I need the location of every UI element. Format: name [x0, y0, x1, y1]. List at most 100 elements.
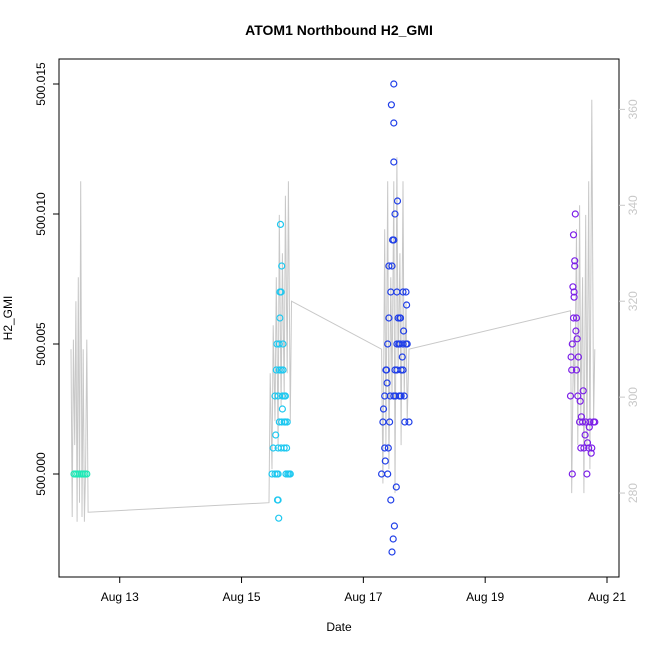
data-point: [395, 340, 403, 348]
data-point: [385, 314, 393, 322]
y-right-tick-label: 280: [626, 483, 640, 503]
data-point: [587, 449, 595, 457]
data-point: [272, 366, 280, 374]
data-point: [569, 231, 578, 239]
y-tick-label: 500.005: [34, 322, 48, 366]
data-point: [271, 392, 279, 400]
data-point: [280, 418, 288, 426]
data-point: [574, 353, 583, 361]
data-point: [571, 210, 579, 218]
data-point: [388, 262, 396, 270]
data-point: [569, 314, 578, 322]
data-point: [582, 418, 590, 426]
data-point: [386, 392, 394, 400]
data-point: [275, 418, 283, 426]
y-tick-label: 500.010: [34, 192, 48, 236]
data-point: [387, 496, 395, 504]
data-point: [580, 444, 588, 452]
data-point: [387, 101, 395, 109]
data-point: [283, 444, 291, 452]
chart-title: ATOM1 Northbound H2_GMI: [245, 22, 433, 38]
data-point: [588, 444, 596, 452]
data-point: [567, 353, 575, 361]
x-tick-label: Aug 19: [466, 590, 504, 604]
data-point: [399, 288, 407, 296]
x-tick-label: Aug 17: [344, 590, 382, 604]
data-point: [379, 418, 387, 426]
data-point: [276, 288, 284, 296]
data-point: [568, 366, 576, 374]
data-point: [273, 496, 282, 504]
y-right-tick-label: 300: [626, 387, 640, 407]
data-point: [278, 405, 286, 413]
data-point: [570, 293, 578, 301]
data-point: [379, 405, 388, 413]
data-point: [591, 418, 599, 426]
data-point: [569, 283, 577, 291]
data-point: [577, 444, 585, 452]
y-axis-label: H2_GMI: [1, 296, 15, 341]
y-tick-label: 500.000: [34, 452, 48, 496]
data-point: [286, 470, 294, 478]
data-point: [566, 392, 575, 400]
data-point: [577, 413, 586, 421]
data-point: [391, 210, 399, 218]
data-point: [384, 470, 392, 478]
x-tick-label: Aug 21: [588, 590, 626, 604]
data-point: [388, 548, 396, 556]
y-axis: 500.000 500.005 500.010 500.015: [34, 62, 59, 496]
data-point: [279, 340, 287, 348]
data-point: [398, 353, 406, 361]
data-point: [279, 366, 287, 374]
data-point: [389, 236, 397, 244]
data-point: [385, 262, 393, 270]
data-point: [276, 314, 284, 322]
data-point: [83, 470, 91, 478]
data-point: [573, 335, 581, 343]
x-tick-label: Aug 13: [101, 590, 139, 604]
data-point: [272, 431, 280, 439]
data-point: [400, 392, 408, 400]
data-point: [396, 314, 405, 322]
data-point: [276, 220, 285, 228]
y-right-tick-label: 340: [626, 195, 640, 215]
secondary-series-line: [70, 99, 596, 522]
data-point: [402, 288, 410, 296]
y-axis-right: 280 300 320 340 360: [619, 99, 640, 503]
x-axis-label: Date: [326, 620, 352, 634]
data-point: [274, 470, 282, 478]
data-point: [579, 387, 587, 395]
data-point: [571, 257, 579, 265]
data-point: [576, 397, 584, 405]
data-point: [283, 418, 291, 426]
data-point: [571, 262, 579, 270]
data-point: [389, 535, 397, 543]
data-point: [281, 392, 289, 400]
data-point: [583, 470, 591, 478]
data-point: [381, 457, 389, 465]
data-point: [583, 439, 592, 447]
data-point: [399, 340, 407, 348]
points-layer: [70, 80, 599, 556]
data-point: [390, 119, 398, 127]
data-point: [568, 340, 576, 348]
y-tick-label: 500.015: [34, 62, 48, 106]
data-point: [403, 301, 411, 309]
data-point: [581, 431, 589, 439]
data-point: [395, 392, 403, 400]
data-point: [275, 514, 283, 522]
data-point: [399, 366, 407, 374]
plot-frame: [58, 58, 620, 578]
data-point: [572, 327, 580, 335]
data-point: [572, 366, 581, 374]
data-point: [378, 470, 386, 478]
data-point: [381, 444, 389, 452]
data-point: [284, 470, 292, 478]
y-right-tick-label: 360: [626, 99, 640, 119]
data-point: [278, 262, 286, 270]
x-axis: Aug 13 Aug 15 Aug 17 Aug 19 Aug 21: [101, 577, 626, 604]
data-point: [384, 340, 392, 348]
data-point: [269, 444, 277, 452]
secondary-line-layer: [70, 99, 596, 522]
